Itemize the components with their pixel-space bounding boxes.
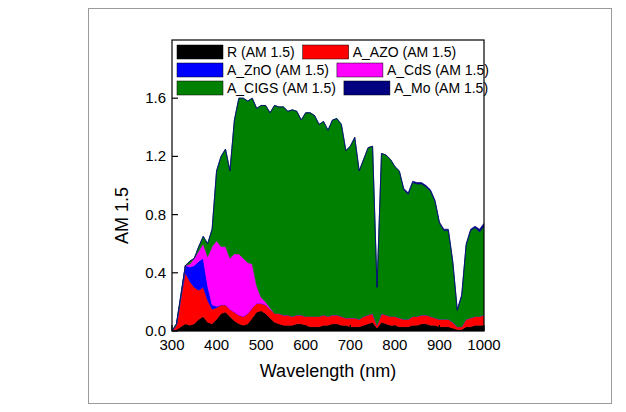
y-tick-label: 1.2 [145,147,166,164]
legend-swatch [344,81,390,95]
y-tick-label: 0.8 [145,206,166,223]
legend-label: A_CdS (AM 1.5) [387,62,489,78]
area-4 [172,98,484,331]
legend-swatch [337,63,383,77]
x-tick [261,325,262,331]
chart: 30040050060070080090010000.00.40.81.21.6… [0,0,626,412]
y-tick [172,330,178,331]
legend: R (AM 1.5) A_AZO (AM 1.5) A_ZnO (AM 1.5) A_… [173,42,489,96]
y-tick [172,156,178,157]
legend-swatch [303,45,349,59]
axes: 30040050060070080090010000.00.40.81.21.6 [145,89,501,353]
x-tick-label: 700 [338,336,363,353]
x-tick-label: 1000 [467,336,500,353]
legend-label: A_Mo (AM 1.5) [394,80,488,96]
x-tick-label: 900 [427,336,452,353]
x-tick-label: 800 [382,336,407,353]
area-5 [172,98,484,331]
y-tick-label: 1.6 [145,89,166,106]
y-tick [172,214,178,215]
figure-frame [89,9,612,404]
x-tick [216,325,217,331]
y-tick-label: 0.0 [145,322,166,339]
x-tick-label: 600 [293,336,318,353]
y-tick-label: 0.4 [145,264,166,281]
legend-swatch [177,63,223,77]
x-tick [350,325,351,331]
x-tick [171,325,172,331]
legend-label: A_AZO (AM 1.5) [353,44,456,60]
y-tick [172,98,178,99]
x-tick [439,325,440,331]
y-tick [172,272,178,273]
x-tick-label: 500 [249,336,274,353]
legend-label: R (AM 1.5) [227,44,295,60]
x-tick [305,325,306,331]
x-tick [394,325,395,331]
legend-swatch [177,81,223,95]
x-tick [483,325,484,331]
x-axis-title: Wavelength (nm) [260,361,396,381]
legend-label: A_ZnO (AM 1.5) [227,62,329,78]
x-tick-label: 400 [204,336,229,353]
legend-label: A_CIGS (AM 1.5) [227,80,336,96]
y-axis-title: AM 1.5 [112,187,132,244]
plot-area [172,98,484,331]
legend-swatch [177,45,223,59]
